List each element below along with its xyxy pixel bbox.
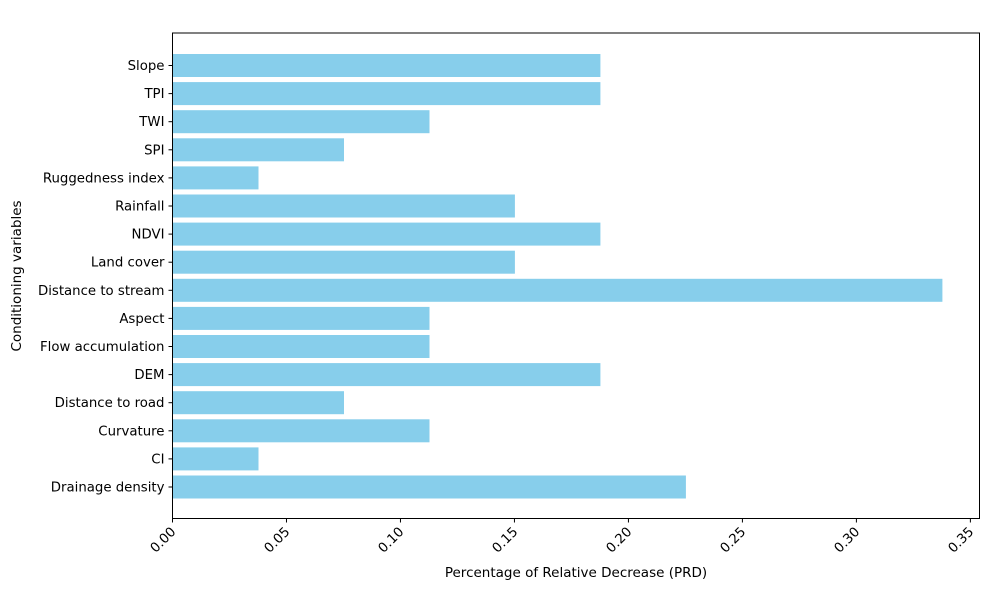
y-ticks-group: Slope TPI TWI SPI Ruggedness index Rainfall ND… [38, 59, 173, 496]
bar-aspect [173, 306, 430, 330]
y-tick-label: Curvature [98, 424, 164, 439]
bar-distance-to-stream [173, 278, 943, 302]
bar-drainage-density [173, 475, 686, 499]
y-tick-label: Aspect [119, 312, 164, 327]
y-tick-label: Slope [128, 59, 165, 74]
x-tick-label: 0.05 [262, 525, 294, 557]
bar-ndvi [173, 222, 601, 246]
y-tick-label: NDVI [132, 228, 165, 243]
x-tick-label: 0.00 [148, 525, 180, 557]
y-tick-label: Rainfall [115, 200, 164, 215]
x-tick-label: 0.20 [604, 525, 636, 557]
y-axis-label: Conditioning variables [9, 200, 25, 351]
bar-ci [173, 447, 259, 471]
y-tick-label: CI [151, 452, 164, 467]
bar-distance-to-road [173, 391, 344, 415]
bar-twi [173, 110, 430, 134]
bar-curvature [173, 419, 430, 443]
y-tick-label: TPI [143, 87, 164, 102]
y-tick-label: Drainage density [51, 481, 165, 496]
x-tick-label: 0.15 [490, 525, 522, 557]
bars-group [173, 54, 943, 499]
bar-slope [173, 54, 601, 77]
bar-spi [173, 138, 344, 162]
y-tick-label: TWI [138, 115, 164, 130]
x-tick-label: 0.35 [946, 525, 978, 557]
y-tick-label: Ruggedness index [43, 171, 165, 186]
y-tick-label: Land cover [91, 256, 165, 271]
y-tick-label: Distance to road [55, 396, 165, 411]
x-ticks-group: 0.00 0.05 0.10 0.15 0.20 0.25 0.30 0.35 [148, 518, 978, 557]
y-tick-label: DEM [134, 368, 164, 383]
x-axis-label: Percentage of Relative Decrease (PRD) [445, 565, 707, 581]
x-tick-label: 0.10 [376, 525, 408, 557]
y-tick-label: Distance to stream [38, 284, 165, 299]
x-tick-label: 0.25 [718, 525, 750, 557]
bar-land-cover [173, 250, 515, 274]
bar-flow-accumulation [173, 335, 430, 358]
bar-ruggedness-index [173, 166, 259, 190]
plot-frame [172, 32, 980, 519]
bar-tpi [173, 82, 601, 106]
bar-dem [173, 363, 601, 387]
bar-rainfall [173, 194, 515, 218]
y-tick-label: Flow accumulation [40, 340, 164, 355]
y-tick-label: SPI [144, 143, 164, 158]
x-tick-label: 0.30 [832, 525, 864, 557]
